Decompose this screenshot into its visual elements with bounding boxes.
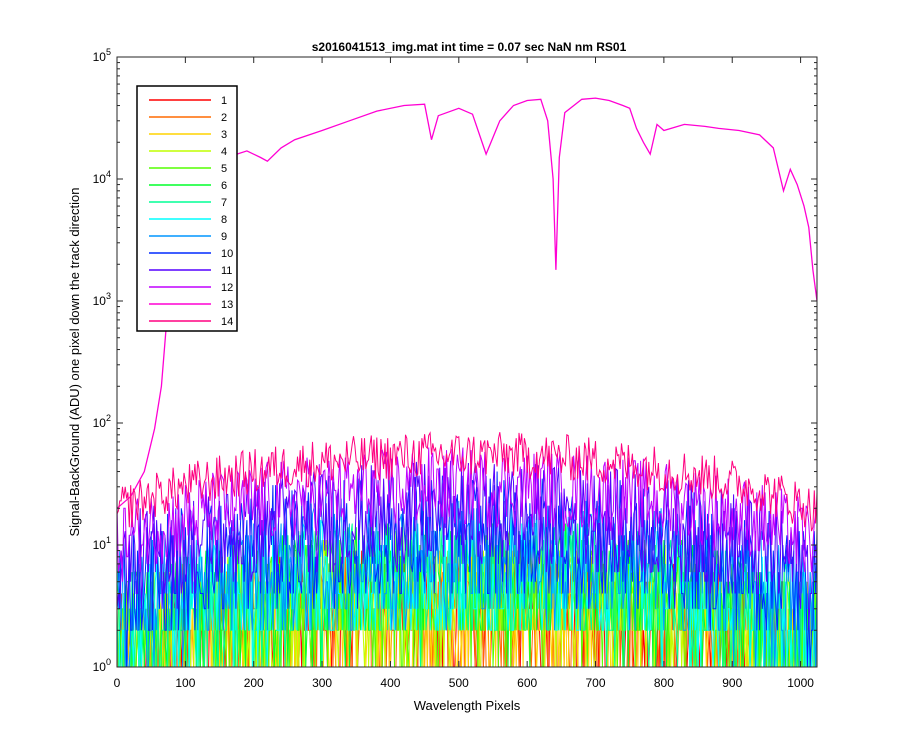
series-line-14 bbox=[117, 431, 817, 532]
plot-area bbox=[116, 56, 818, 668]
y-tick-base: 10 bbox=[93, 538, 107, 552]
x-tick-label: 700 bbox=[586, 676, 606, 690]
legend-label: 11 bbox=[221, 265, 232, 277]
series-line-12 bbox=[117, 447, 817, 582]
y-tick-exponent: 0 bbox=[106, 657, 111, 667]
y-tick-base: 10 bbox=[93, 172, 107, 186]
x-tick-label: 100 bbox=[175, 676, 195, 690]
x-axis-label: Wavelength Pixels bbox=[414, 698, 521, 713]
y-tick-label: 103 bbox=[93, 291, 111, 308]
y-tick-label: 104 bbox=[93, 169, 111, 186]
x-tick-label: 200 bbox=[244, 676, 264, 690]
legend-label: 13 bbox=[221, 299, 233, 311]
y-axis-label: Signal-BackGround (ADU) one pixel down t… bbox=[67, 187, 82, 536]
y-tick-label: 105 bbox=[93, 47, 111, 64]
x-tick-label: 1000 bbox=[787, 676, 814, 690]
y-tick-exponent: 2 bbox=[106, 413, 111, 423]
x-tick-label: 900 bbox=[722, 676, 742, 690]
series-layer bbox=[117, 97, 817, 667]
y-tick-base: 10 bbox=[93, 50, 107, 64]
legend-label: 10 bbox=[221, 248, 233, 260]
y-tick-base: 10 bbox=[93, 660, 107, 674]
y-tick-exponent: 5 bbox=[106, 47, 111, 57]
y-tick-label: 102 bbox=[93, 413, 111, 430]
legend-label: 9 bbox=[221, 231, 227, 243]
x-axis: 0 100 200 300 400 500 600 700 800 900 1000 bbox=[114, 57, 814, 690]
legend-label: 12 bbox=[221, 282, 233, 294]
x-tick-label: 300 bbox=[312, 676, 332, 690]
chart-title: s2016041513_img.mat int time = 0.07 sec … bbox=[312, 40, 627, 54]
legend-label: 6 bbox=[221, 180, 227, 192]
y-tick-base: 10 bbox=[93, 294, 107, 308]
x-tick-label: 0 bbox=[114, 676, 121, 690]
legend-label: 1 bbox=[221, 95, 227, 107]
y-tick-label: 101 bbox=[93, 535, 111, 552]
legend-label: 14 bbox=[221, 316, 233, 328]
y-tick-base: 10 bbox=[93, 416, 107, 430]
legend-label: 2 bbox=[221, 112, 227, 124]
y-tick-exponent: 1 bbox=[106, 535, 111, 545]
x-tick-label: 400 bbox=[380, 676, 400, 690]
x-tick-label: 600 bbox=[517, 676, 537, 690]
axes-box bbox=[116, 56, 818, 668]
legend-box bbox=[136, 85, 238, 332]
y-tick-exponent: 3 bbox=[106, 291, 111, 301]
legend-label: 3 bbox=[221, 129, 227, 141]
x-tick-label: 800 bbox=[654, 676, 674, 690]
legend-label: 7 bbox=[221, 197, 227, 209]
legend-label: 8 bbox=[221, 214, 227, 226]
x-tick-label: 500 bbox=[449, 676, 469, 690]
y-tick-label: 100 bbox=[93, 657, 111, 674]
y-tick-exponent: 4 bbox=[106, 169, 111, 179]
legend-label: 4 bbox=[221, 146, 227, 158]
legend-label: 5 bbox=[221, 163, 227, 175]
